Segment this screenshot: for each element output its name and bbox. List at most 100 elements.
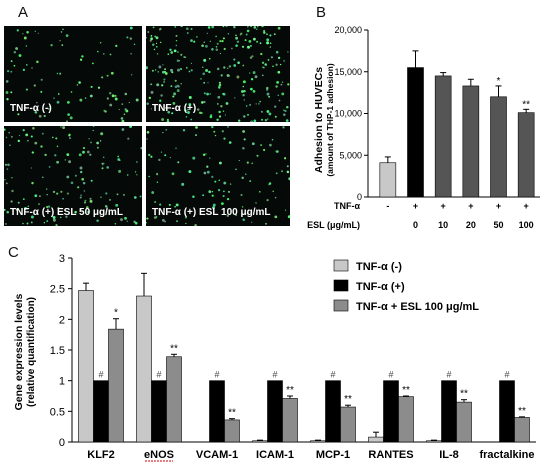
cell-dot <box>31 181 34 185</box>
bar <box>252 440 268 443</box>
panel-letter-b: B <box>316 4 327 21</box>
cell-dot <box>128 101 130 104</box>
cell-dot <box>7 163 10 167</box>
cell-dot <box>180 83 182 85</box>
cell-dot <box>208 57 211 60</box>
cell-dot <box>224 114 227 116</box>
cell-dot <box>256 154 259 157</box>
cell-dot <box>43 222 46 224</box>
cell-dot <box>185 116 188 118</box>
cell-dot <box>109 53 112 56</box>
cell-dot <box>158 158 161 162</box>
cell-dot <box>66 120 68 122</box>
cell-dot <box>175 147 177 149</box>
cell-dot <box>102 156 105 159</box>
cell-dot <box>67 101 70 104</box>
cell-dot <box>164 154 167 157</box>
cell-dot <box>241 176 244 180</box>
significance-mark: ** <box>286 385 294 396</box>
cell-dot <box>60 126 62 128</box>
cell-dot <box>13 64 16 67</box>
cell-dot <box>247 26 249 28</box>
cell-dot <box>22 198 25 200</box>
cell-dot <box>190 27 193 31</box>
cell-dot <box>17 139 21 143</box>
cell-dot <box>36 60 39 64</box>
bar <box>368 436 384 443</box>
cell-dot <box>242 218 245 222</box>
cell-dot <box>174 79 177 82</box>
cell-dot <box>10 60 13 63</box>
cell-dot <box>188 70 191 73</box>
cell-dot <box>282 126 285 129</box>
cell-dot <box>100 132 104 136</box>
cell-dot <box>65 34 69 37</box>
cell-dot <box>245 105 248 107</box>
cell-dot <box>222 110 225 112</box>
cell-dot <box>266 38 270 42</box>
cell-dot <box>120 218 123 222</box>
cell-dot <box>118 169 122 173</box>
cell-dot <box>79 58 83 61</box>
cell-dot <box>243 115 246 118</box>
cell-dot <box>121 128 125 131</box>
cell-dot <box>187 108 190 111</box>
bar <box>282 398 298 443</box>
micrograph-esl-50: TNF-α (+) ESL 50 μg/mL <box>4 126 142 226</box>
cell-dot <box>46 220 49 222</box>
cell-dot <box>188 170 192 174</box>
cell-dot <box>284 109 287 113</box>
cell-dot <box>175 39 178 42</box>
category-label: ICAM-1 <box>256 449 294 461</box>
bar <box>108 328 124 443</box>
cell-dot <box>170 68 173 72</box>
cell-dot <box>193 40 196 43</box>
y-tick-label: 0.5 <box>50 406 65 418</box>
cell-dot <box>4 208 6 211</box>
panel-letter-a: A <box>18 4 29 21</box>
cell-dot <box>226 74 230 77</box>
cell-dot <box>80 209 82 211</box>
cell-dot <box>70 91 73 93</box>
cell-dot <box>249 56 253 59</box>
cell-dot <box>195 126 198 129</box>
cell-dot <box>96 219 99 222</box>
cell-dot <box>213 130 216 133</box>
cell-dot <box>205 69 209 72</box>
cell-dot <box>209 157 211 159</box>
bar <box>514 417 530 443</box>
cell-dot <box>101 76 104 79</box>
cell-dot <box>81 55 84 58</box>
cell-dot <box>4 128 6 131</box>
cell-dot <box>34 141 38 145</box>
chart-b-ylabel-line1: Adhesion to HUVECs <box>313 67 325 173</box>
cell-dot <box>88 138 90 140</box>
significance-mark: ** <box>228 408 236 419</box>
cell-dot <box>255 103 257 105</box>
cell-dot <box>6 168 9 170</box>
cell-dot <box>4 163 8 166</box>
cell-dot <box>274 105 277 108</box>
micrograph-label: TNF-α (+) ESL 50 μg/mL <box>10 207 123 218</box>
cell-dot <box>27 205 30 208</box>
cell-dot <box>151 69 154 72</box>
cell-dot <box>151 191 155 194</box>
bar <box>383 380 399 443</box>
cell-dot <box>206 165 209 168</box>
cell-dot <box>22 128 25 132</box>
cell-dot <box>54 154 57 157</box>
cell-dot <box>99 140 102 142</box>
bar <box>78 290 94 443</box>
cell-dot <box>267 118 269 120</box>
y-tick-label: 15,000 <box>334 67 362 77</box>
cell-dot <box>167 53 170 56</box>
cell-dot <box>169 48 172 51</box>
cell-dot <box>37 32 39 34</box>
y-tick-label: 20,000 <box>334 25 362 35</box>
cell-dot <box>30 221 33 224</box>
cell-dot <box>150 90 154 94</box>
cell-dot <box>96 146 99 149</box>
tnf-cell: + <box>413 201 418 211</box>
cell-dot <box>152 26 155 29</box>
cell-dot <box>146 217 149 220</box>
